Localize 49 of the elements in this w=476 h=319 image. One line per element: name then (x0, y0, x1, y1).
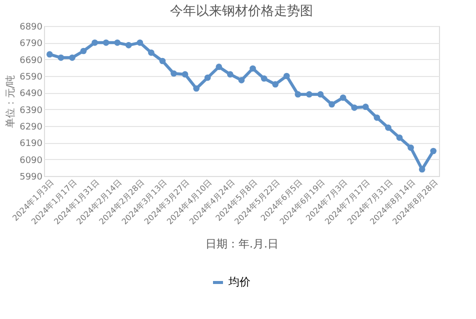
point (430, 148, 437, 154)
point (80, 48, 87, 54)
point (250, 65, 256, 72)
point (260, 75, 268, 82)
point (374, 114, 380, 121)
point (92, 40, 98, 46)
y-tick-label: 6890 (20, 22, 43, 32)
point (125, 42, 132, 48)
point (46, 51, 53, 58)
point (362, 104, 369, 110)
point (272, 81, 279, 88)
y-tick-label: 6290 (20, 122, 43, 132)
point (418, 166, 426, 172)
point (170, 70, 177, 77)
y-axis-title: 单位：元/吨 (4, 74, 17, 128)
point (396, 134, 403, 141)
point (69, 54, 76, 61)
point (340, 94, 346, 101)
y-tick-label: 6590 (20, 72, 43, 82)
point (204, 74, 211, 81)
point (294, 91, 302, 98)
point (385, 124, 392, 131)
point (351, 104, 358, 111)
point (216, 64, 222, 70)
y-tick-label: 6190 (20, 139, 43, 150)
point (193, 85, 200, 92)
point (306, 91, 312, 98)
point (408, 144, 414, 151)
y-tick-label: 5990 (20, 172, 43, 182)
point (159, 58, 166, 64)
x-axis-title: 日期：年.月.日 (206, 237, 278, 250)
y-tick-label: 6390 (20, 106, 43, 116)
point (58, 54, 64, 61)
y-tick-label: 6690 (20, 56, 43, 66)
y-tick-label: 6090 (20, 156, 43, 166)
y-tick-label: 6490 (20, 89, 43, 100)
y-tick-label: 6790 (20, 39, 43, 50)
point (136, 40, 144, 46)
point (227, 71, 234, 78)
chart-title: 今年以来钢材价格走势图 (170, 4, 313, 19)
point (148, 50, 154, 56)
point (114, 40, 121, 46)
point (317, 91, 324, 98)
point (102, 40, 110, 46)
point (182, 71, 188, 78)
point (328, 101, 335, 108)
point (238, 77, 245, 84)
point (283, 72, 290, 80)
legend-label: 均价 (228, 276, 250, 288)
